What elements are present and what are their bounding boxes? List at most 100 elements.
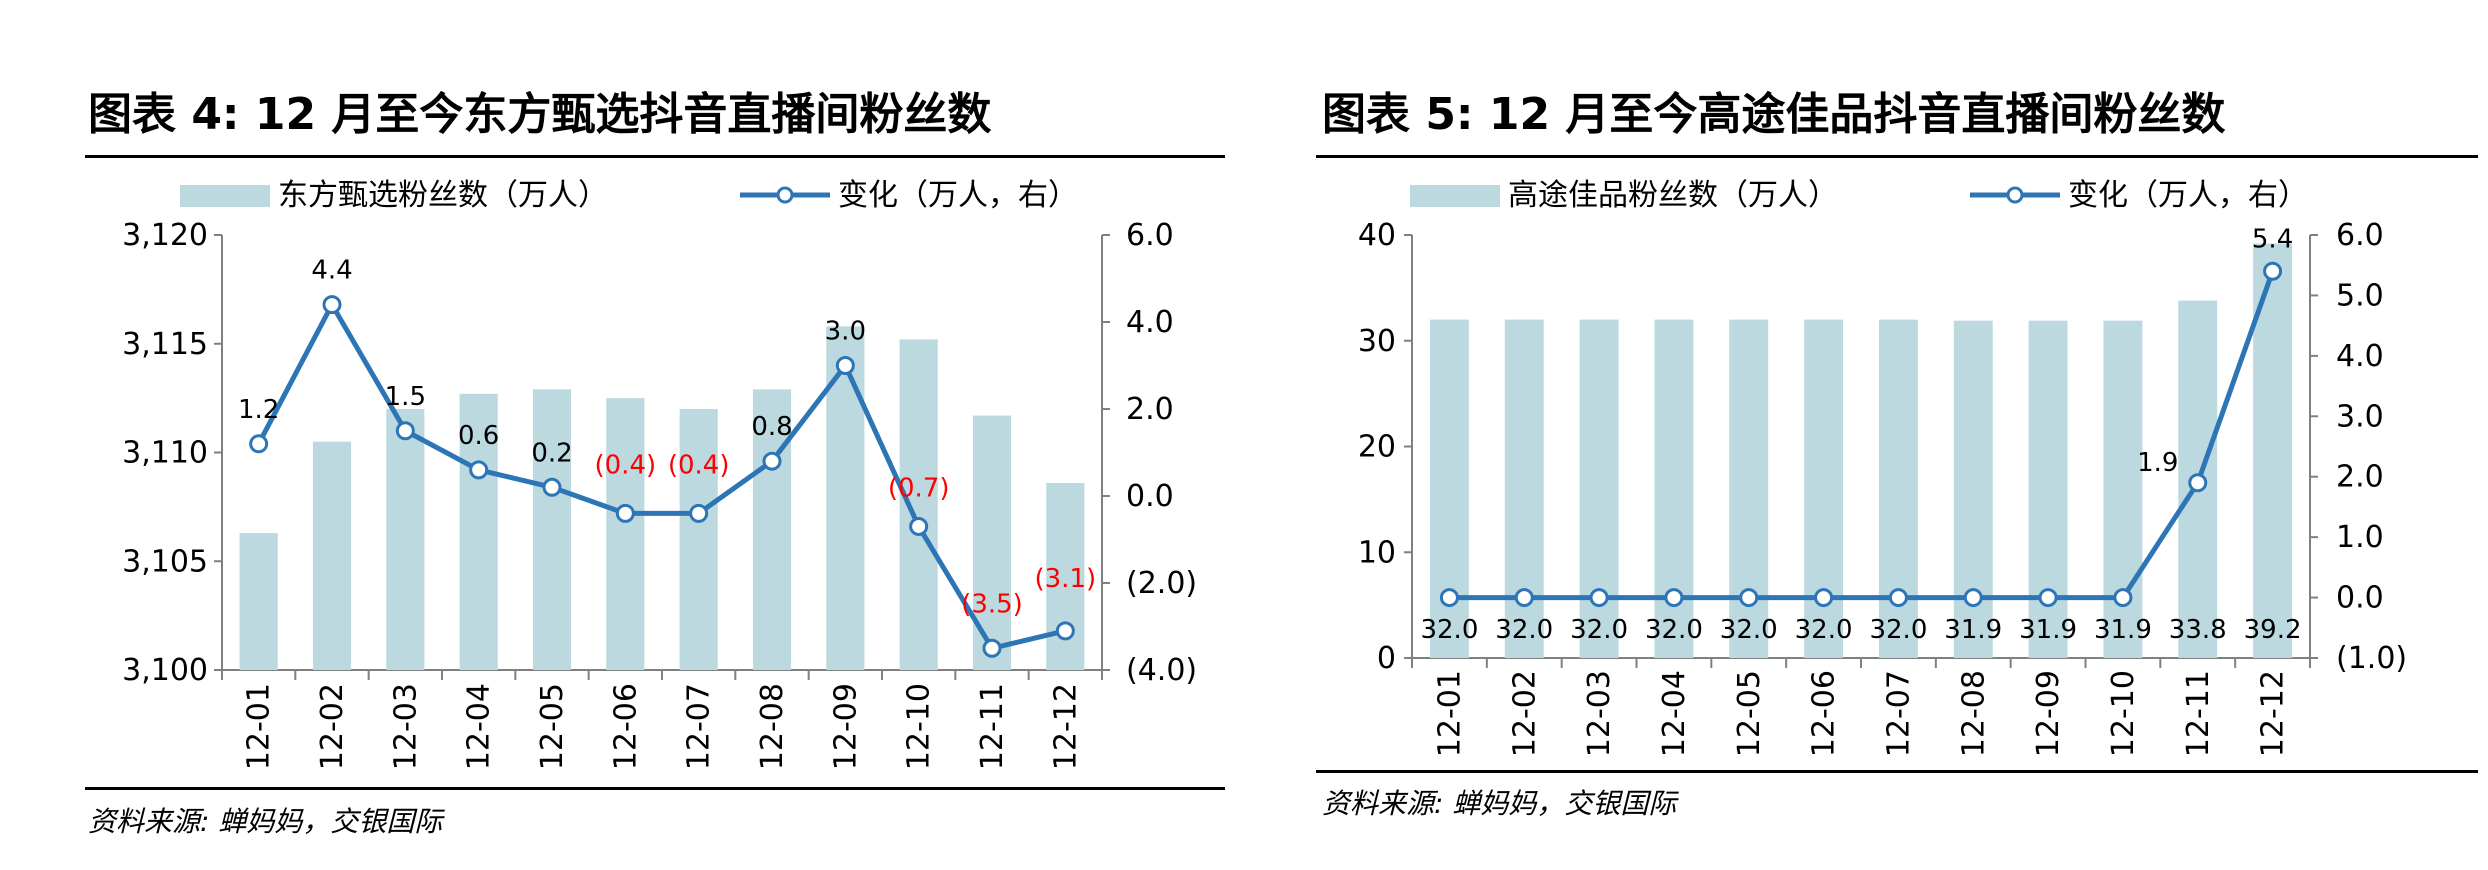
- line-data-label: (3.5): [961, 589, 1023, 619]
- x-tick-label: 12-05: [1732, 670, 1767, 757]
- left-tick-label: 3,115: [122, 327, 208, 362]
- x-tick-label: 12-07: [682, 683, 717, 770]
- line-point: [1055, 621, 1075, 641]
- bar: [679, 409, 718, 670]
- legend-line-marker: [776, 186, 794, 204]
- line-data-label: 0.8: [751, 412, 792, 442]
- x-tick-label: 12-10: [2106, 670, 2141, 757]
- right-tick-label: (1.0): [2336, 641, 2407, 676]
- right-source: 资料来源: 蝉妈妈，交银国际: [1322, 787, 1677, 820]
- right-tick-label: (4.0): [1126, 653, 1197, 688]
- legend-bar-label: 东方甄选粉丝数（万人）: [278, 178, 608, 213]
- bar-data-label: 32.0: [1795, 615, 1853, 645]
- line-data-label: (0.4): [595, 450, 657, 480]
- right-tick-label: 3.0: [2336, 399, 2384, 434]
- left-title-rule: [85, 155, 1225, 158]
- line-point: [395, 421, 415, 441]
- x-tick-label: 12-04: [462, 683, 497, 770]
- line-point: [1514, 588, 1534, 608]
- x-tick-label: 12-01: [242, 683, 277, 770]
- x-tick-label: 12-09: [2031, 670, 2066, 757]
- bar: [1504, 319, 1544, 658]
- bar-data-label: 32.0: [1720, 615, 1778, 645]
- x-tick-label: 12-10: [902, 683, 937, 770]
- bar-data-label: 39.2: [2244, 615, 2302, 645]
- right-tick-label: 1.0: [2336, 520, 2384, 555]
- x-tick-label: 12-02: [315, 683, 350, 770]
- line-point: [2113, 588, 2133, 608]
- line-point: [2263, 261, 2283, 281]
- right-tick-label: 2.0: [2336, 460, 2384, 495]
- left-tick-label: 40: [1358, 218, 1396, 253]
- x-tick-label: 12-12: [1048, 683, 1083, 770]
- x-tick-label: 12-01: [1432, 670, 1467, 757]
- right-tick-label: 5.0: [2336, 278, 2384, 313]
- bar: [606, 398, 645, 670]
- line-data-label: 0.2: [531, 438, 572, 468]
- line-data-label: (0.7): [888, 473, 950, 503]
- bar-data-label: 31.9: [1944, 615, 2002, 645]
- line-point: [909, 516, 929, 536]
- left-tick-label: 0: [1377, 641, 1396, 676]
- x-tick-label: 12-08: [755, 683, 790, 770]
- bar-data-label: 32.0: [1420, 615, 1478, 645]
- bar-data-label: 31.9: [2094, 615, 2152, 645]
- line-data-label: 1.9: [2137, 448, 2178, 478]
- bar: [459, 393, 498, 670]
- bar-data-label: 32.0: [1869, 615, 1927, 645]
- legend-bar-label: 高途佳品粉丝数（万人）: [1508, 178, 1838, 213]
- bar: [1654, 319, 1694, 658]
- bar: [312, 441, 352, 670]
- left-chart: 东方甄选粉丝数（万人） 变化（万人，右） 3,100 3,105 3,110 3,115 3…: [122, 178, 1197, 770]
- bar: [1953, 320, 1993, 658]
- line-point: [1963, 588, 1983, 608]
- bar: [2028, 320, 2068, 658]
- right-title-rule: [1316, 155, 2478, 158]
- line-point: [835, 356, 855, 375]
- legend-bar-swatch: [1410, 185, 1500, 207]
- line-data-label: 5.4: [2252, 224, 2293, 254]
- line-point: [322, 295, 342, 315]
- line-data-label: 4.4: [311, 256, 352, 286]
- left-chart-title: 图表 4: 12 月至今东方甄选抖音直播间粉丝数: [88, 89, 992, 140]
- line-point: [1664, 588, 1684, 608]
- bar: [239, 532, 278, 670]
- bar: [899, 339, 938, 670]
- line-data-label: 0.6: [458, 421, 499, 451]
- right-tick-label: 6.0: [1126, 218, 1174, 253]
- left-tick-label: 20: [1358, 430, 1396, 465]
- left-tick-label: 3,120: [122, 218, 208, 253]
- line-point: [1739, 588, 1759, 608]
- line-point: [689, 503, 709, 523]
- left-bottom-rule: [85, 787, 1225, 790]
- right-bottom-rule: [1316, 770, 2478, 773]
- bar: [2103, 320, 2143, 658]
- line-point: [1439, 588, 1459, 608]
- bar: [532, 389, 572, 670]
- bar-data-label: 32.0: [1645, 615, 1703, 645]
- bar: [1729, 319, 1769, 658]
- line-series: [1449, 270, 2275, 601]
- line-data-label: 1.2: [238, 395, 279, 425]
- line-point: [762, 451, 782, 471]
- right-tick-label: 4.0: [2336, 339, 2384, 374]
- x-tick-label: 12-11: [975, 683, 1010, 770]
- line-point: [2188, 473, 2208, 493]
- right-tick-label: 2.0: [1126, 392, 1174, 427]
- legend-line-marker: [2006, 186, 2024, 204]
- bar-data-label: 32.0: [1495, 615, 1553, 645]
- right-tick-label: 4.0: [1126, 305, 1174, 340]
- line-point: [542, 477, 562, 497]
- bar-data-label: 33.8: [2169, 615, 2227, 645]
- x-tick-label: 12-03: [388, 683, 423, 770]
- right-tick-label: 0.0: [2336, 581, 2384, 616]
- x-tick-label: 12-12: [2256, 670, 2291, 757]
- bar-data-label: 31.9: [2019, 615, 2077, 645]
- line-data-label: 1.5: [385, 382, 426, 412]
- line-point: [249, 434, 269, 454]
- bar: [1429, 319, 1469, 658]
- bar: [972, 415, 1012, 670]
- bar: [386, 409, 425, 670]
- line-data-label: (3.1): [1035, 564, 1097, 594]
- x-tick-label: 12-06: [608, 683, 643, 770]
